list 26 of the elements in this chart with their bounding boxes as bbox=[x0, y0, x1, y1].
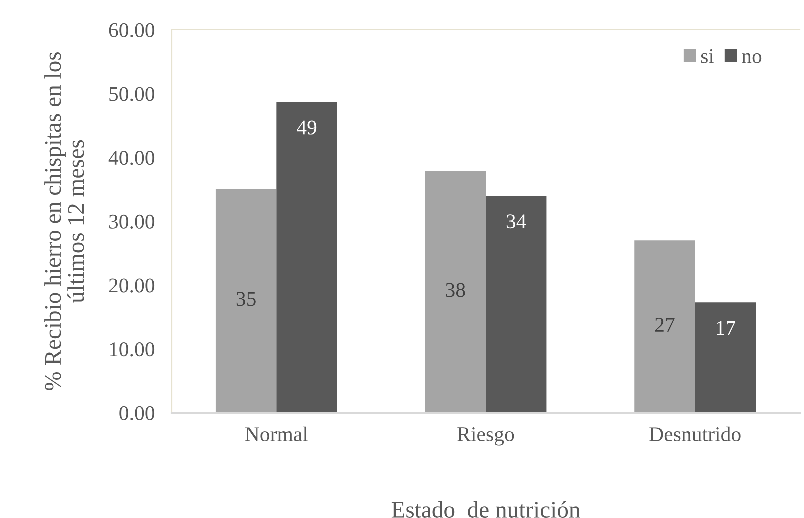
bar bbox=[486, 196, 547, 413]
y-axis-title: % Recibio hierro en chispitas en los últimos 12 meses bbox=[44, 52, 84, 391]
y-tick-label: 60.00 bbox=[109, 23, 155, 38]
bar bbox=[425, 171, 486, 413]
y-tick-label: 40.00 bbox=[108, 151, 155, 166]
data-label: 49 bbox=[297, 120, 317, 135]
x-tick-label: Normal bbox=[245, 426, 308, 442]
y-tick-label: 50.00 bbox=[110, 87, 155, 102]
bar bbox=[276, 102, 338, 413]
legend-label: no bbox=[742, 53, 762, 64]
data-label: 17 bbox=[717, 321, 736, 336]
bar bbox=[216, 188, 277, 413]
bar bbox=[634, 240, 696, 413]
legend-label: si bbox=[701, 49, 714, 64]
x-tick-label: Riesgo bbox=[458, 427, 514, 446]
data-label: 34 bbox=[506, 214, 526, 229]
data-label: 27 bbox=[655, 318, 675, 332]
x-tick-label: Desnutrido bbox=[650, 426, 741, 442]
data-label: 35 bbox=[236, 292, 256, 306]
bar bbox=[695, 302, 756, 413]
y-tick-label: 10.00 bbox=[110, 342, 155, 357]
y-tick-label: 20.00 bbox=[109, 278, 155, 293]
y-tick-label: 0.00 bbox=[120, 406, 155, 421]
y-tick-label: 30.00 bbox=[109, 214, 155, 230]
x-axis-title: Estado de nutrición bbox=[392, 501, 580, 518]
data-label: 38 bbox=[446, 283, 466, 298]
